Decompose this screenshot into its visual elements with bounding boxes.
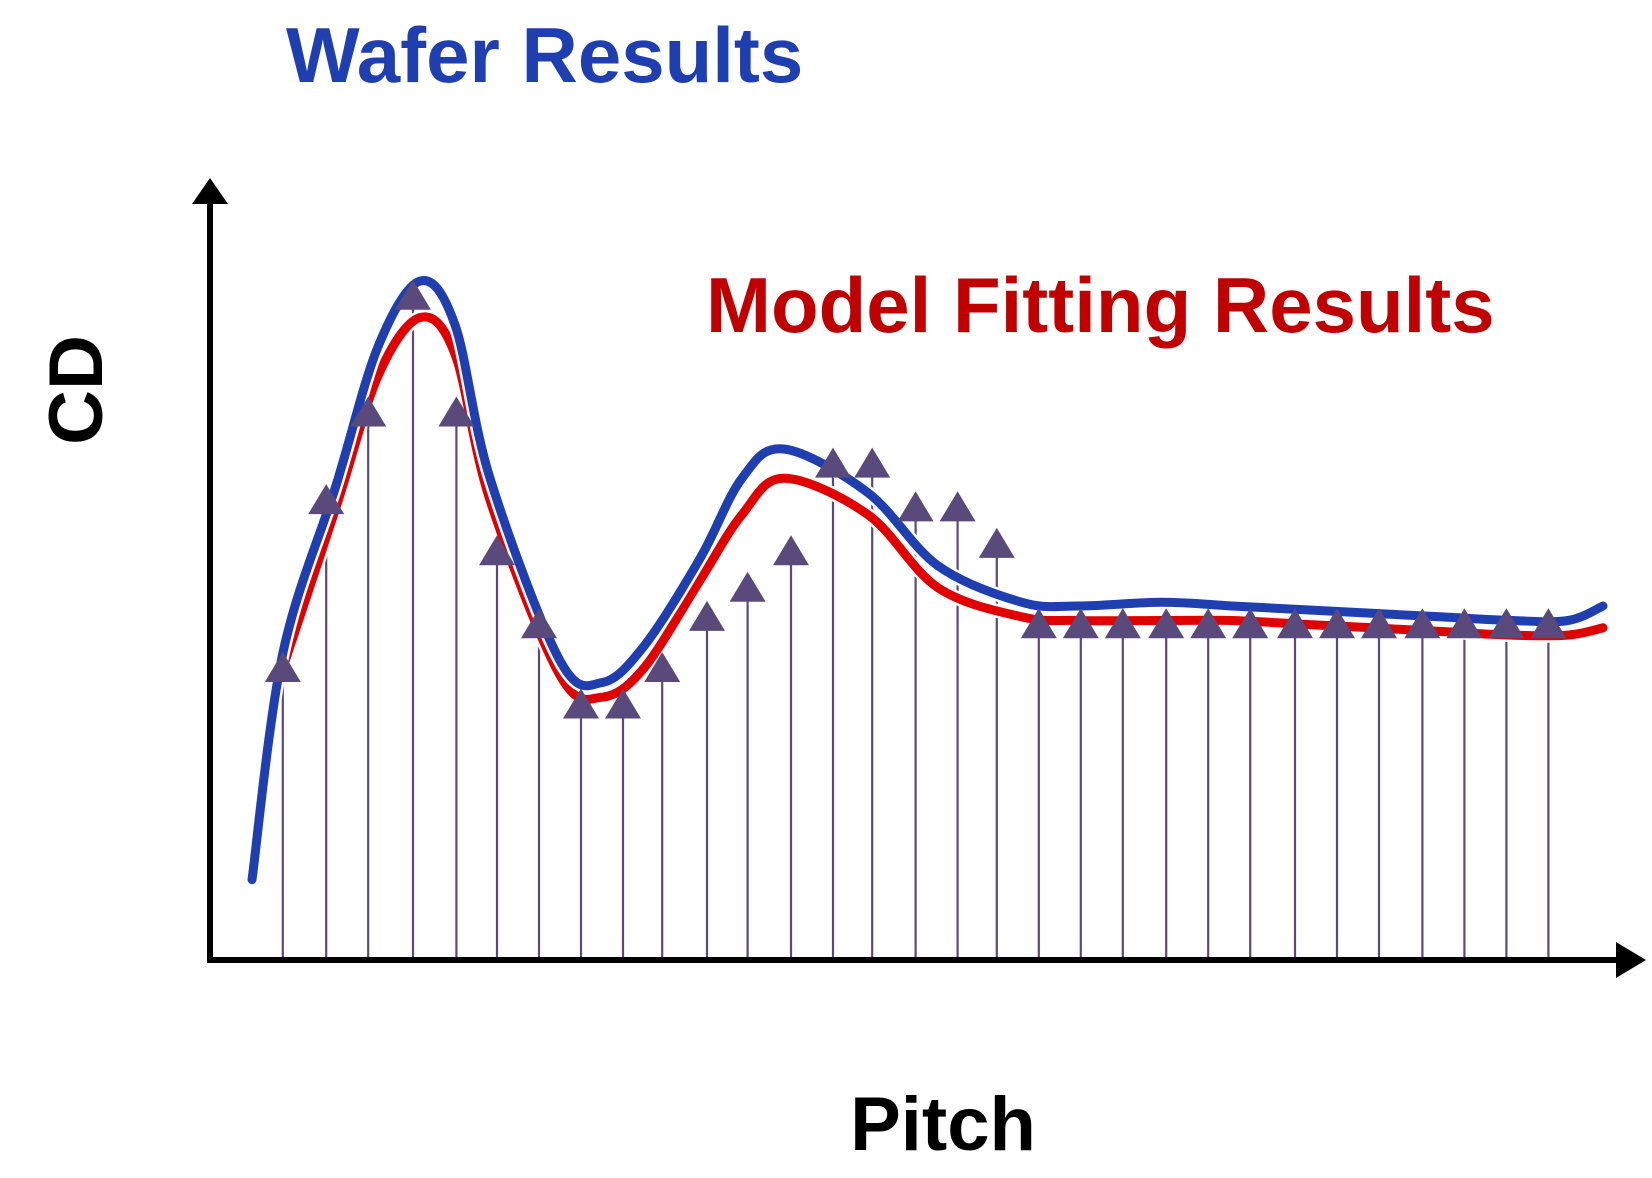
triangle-marker xyxy=(1277,608,1313,639)
series-label-model: Model Fitting Results xyxy=(706,261,1495,349)
x-axis-label: Pitch xyxy=(850,1082,1036,1167)
triangle-marker xyxy=(438,396,475,427)
triangle-marker xyxy=(689,600,725,631)
triangle-marker xyxy=(1104,608,1141,639)
triangle-marker xyxy=(773,535,809,566)
triangle-marker xyxy=(1488,608,1525,639)
wafer-results-line xyxy=(247,276,1608,885)
triangle-marker xyxy=(1319,608,1355,639)
triangle-marker xyxy=(729,571,766,602)
triangle-marker xyxy=(1361,608,1397,639)
triangle-marker xyxy=(308,484,345,515)
y-axis-arrow-icon xyxy=(192,178,228,204)
triangle-marker xyxy=(264,652,301,682)
labels: Wafer Results Model Fitting Results Pitc… xyxy=(34,11,1495,1167)
markers xyxy=(264,279,1567,719)
triangle-marker xyxy=(350,396,387,427)
triangle-marker xyxy=(815,447,851,478)
triangle-marker xyxy=(1232,608,1269,639)
triangle-marker xyxy=(1148,608,1185,639)
triangle-marker xyxy=(1062,608,1099,639)
triangle-marker xyxy=(939,491,976,522)
model-fitting-line-halo xyxy=(275,309,1610,707)
model-fitting-line xyxy=(278,312,1608,704)
triangle-marker xyxy=(978,527,1015,558)
triangle-marker xyxy=(563,688,599,719)
y-axis-label: CD xyxy=(34,335,119,445)
triangle-marker xyxy=(1020,608,1057,639)
triangle-marker xyxy=(854,447,891,478)
x-axis-arrow-icon xyxy=(1616,942,1646,978)
triangle-marker xyxy=(1404,608,1441,639)
triangle-marker xyxy=(395,279,431,310)
triangle-marker xyxy=(1446,608,1483,639)
series-label-wafer: Wafer Results xyxy=(286,11,803,99)
triangle-marker xyxy=(1530,608,1567,639)
triangle-marker xyxy=(521,608,557,639)
triangle-marker xyxy=(644,652,681,682)
triangle-marker xyxy=(479,535,515,566)
triangle-marker xyxy=(605,688,641,719)
axes xyxy=(192,178,1646,978)
triangle-marker xyxy=(1190,608,1227,639)
series-lines xyxy=(245,273,1610,887)
triangle-marker xyxy=(897,491,934,522)
marker-stems xyxy=(281,295,1550,960)
